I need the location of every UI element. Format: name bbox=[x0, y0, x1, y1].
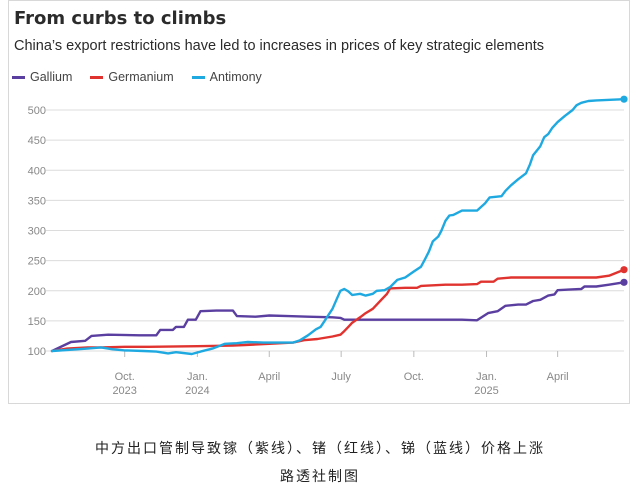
y-tick-label-200: 200 bbox=[28, 286, 46, 298]
series-end-marker-antimony bbox=[620, 95, 628, 103]
x-tick-label-6: April bbox=[547, 371, 569, 383]
y-tick-label-450: 450 bbox=[28, 135, 46, 147]
y-tick-label-250: 250 bbox=[28, 256, 46, 268]
y-tick-label-500: 500 bbox=[28, 105, 46, 117]
y-tick-label-100: 100 bbox=[28, 346, 46, 358]
y-tick-label-300: 300 bbox=[28, 226, 46, 238]
chart-legend: Gallium Germanium Antimony bbox=[12, 70, 262, 84]
x-tick-label-2: April bbox=[258, 371, 280, 383]
series-line-germanium bbox=[50, 268, 626, 353]
legend-label-gallium: Gallium bbox=[30, 70, 73, 84]
x-tick-label-1: Jan. bbox=[187, 371, 208, 383]
chart-title: From curbs to climbs bbox=[14, 8, 227, 29]
x-tick-label-0: Oct. bbox=[115, 371, 135, 383]
y-tick-label-400: 400 bbox=[28, 165, 46, 177]
series-line-antimony bbox=[50, 98, 626, 356]
x-tick-year-1: 2024 bbox=[185, 385, 209, 397]
legend-swatch-gallium bbox=[12, 75, 25, 79]
series-end-marker-gallium bbox=[620, 278, 628, 286]
x-tick-label-4: Oct. bbox=[404, 371, 424, 383]
legend-swatch-antimony bbox=[191, 75, 205, 79]
line-chart: 100 150 200 250 300 350 400 450 500 Oct. 2023 Jan. 2… bbox=[28, 95, 628, 397]
y-tick-label-150: 150 bbox=[28, 316, 46, 328]
legend-item-antimony: Antimony bbox=[191, 70, 262, 84]
legend-item-gallium: Gallium bbox=[12, 70, 72, 84]
x-tick-label-5: Jan. bbox=[476, 371, 497, 383]
caption-line-1: 中方出口管制导致镓（紫线）、锗（红线）、锑（蓝线）价格上涨 bbox=[95, 441, 545, 457]
x-tick-year-0: 2023 bbox=[112, 385, 136, 397]
chart-frame bbox=[8, 0, 630, 404]
chart-subtitle: China’s export restrictions have led to … bbox=[14, 38, 545, 54]
legend-label-germanium: Germanium bbox=[108, 70, 174, 84]
legend-item-germanium: Germanium bbox=[90, 70, 174, 84]
x-tick-year-5: 2025 bbox=[474, 385, 498, 397]
x-tick-label-3: July bbox=[331, 371, 351, 383]
caption-line-2: 路透社制图 bbox=[280, 469, 360, 485]
legend-swatch-germanium bbox=[90, 75, 104, 79]
series-line-gallium bbox=[50, 281, 626, 353]
y-tick-label-350: 350 bbox=[28, 195, 46, 207]
legend-label-antimony: Antimony bbox=[209, 70, 262, 84]
series-end-marker-germanium bbox=[620, 266, 628, 274]
